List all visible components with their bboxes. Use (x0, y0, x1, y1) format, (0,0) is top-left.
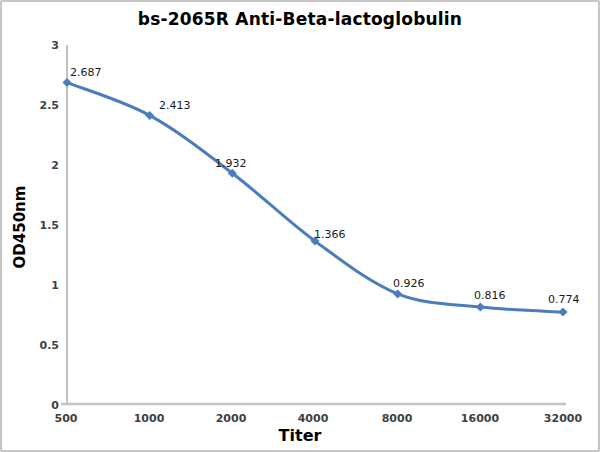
x-tick-label: 8000 (382, 412, 413, 425)
y-tick-label: 0 (51, 399, 59, 412)
x-tick-label: 4000 (298, 412, 329, 425)
data-label: 1.366 (314, 228, 346, 241)
data-label: 2.413 (159, 99, 191, 112)
series-line (67, 83, 563, 313)
y-tick-label: 2 (51, 159, 59, 172)
x-tick-label: 1000 (134, 412, 165, 425)
data-point-marker (559, 308, 568, 317)
x-tick-label: 2000 (216, 412, 247, 425)
data-label: 0.774 (548, 293, 580, 306)
x-tick-label: 16000 (461, 412, 500, 425)
y-tick-label: 2.5 (40, 99, 60, 112)
y-tick-label: 1 (51, 279, 59, 292)
data-point-marker (393, 289, 402, 298)
x-tick-label: 32000 (544, 412, 583, 425)
plot-area: 3 2.5 2 1.5 1 0.5 0 500 1000 2000 4000 8… (2, 2, 598, 450)
x-tick-label: 500 (55, 412, 78, 425)
data-label: 1.932 (215, 157, 247, 170)
data-point-marker (476, 303, 485, 312)
y-tick-label: 0.5 (40, 339, 60, 352)
data-label: 2.687 (70, 66, 102, 79)
y-tick-label: 3 (51, 39, 59, 52)
chart-frame: bs-2065R Anti-Beta-lactoglobulin 3 2.5 2… (0, 0, 600, 452)
data-label: 0.816 (474, 289, 506, 302)
data-label: 0.926 (393, 277, 425, 290)
data-point-marker (63, 78, 72, 87)
y-tick-label: 1.5 (40, 219, 60, 232)
series-markers (63, 78, 568, 317)
x-axis-title: Titer (2, 426, 598, 445)
y-axis-title: OD450nm (11, 172, 29, 282)
